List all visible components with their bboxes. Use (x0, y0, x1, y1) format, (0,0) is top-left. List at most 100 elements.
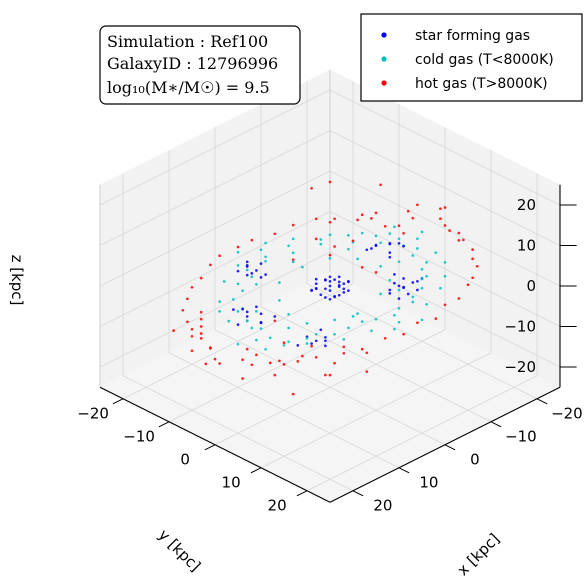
hot-gas-point (402, 333, 405, 336)
x-tick-mark (445, 445, 455, 450)
cold-gas-point (306, 337, 309, 340)
hot-gas-point (352, 239, 355, 242)
star-forming-gas-point (324, 279, 327, 282)
cold-gas-point (361, 232, 364, 235)
cold-gas-point (416, 247, 419, 250)
cold-gas-point (237, 343, 240, 346)
cold-gas-point (388, 279, 391, 282)
cold-gas-point (287, 244, 290, 247)
hot-gas-point (444, 206, 447, 209)
star-forming-gas-point (388, 251, 391, 254)
y-tick-mark (113, 399, 123, 404)
star-forming-gas-point (329, 275, 332, 278)
cold-gas-point (411, 254, 414, 257)
star-forming-gas-point (402, 245, 405, 248)
hot-gas-point (209, 264, 212, 267)
y-tick-mark (159, 422, 169, 427)
cold-gas-point (347, 248, 350, 251)
hot-gas-point (241, 358, 244, 361)
y-tick-mark (251, 468, 261, 473)
cold-gas-point (370, 329, 373, 332)
hot-gas-point (333, 362, 336, 365)
hot-gas-point (365, 351, 368, 354)
hot-gas-point (361, 213, 364, 216)
cold-gas-point (379, 265, 382, 268)
star-forming-gas-point (398, 285, 401, 288)
star-forming-gas-point (232, 308, 235, 311)
y-tick-label: −20 (77, 405, 109, 423)
hot-gas-point (310, 345, 313, 348)
hot-gas-point (315, 238, 318, 241)
cold-gas-point (241, 289, 244, 292)
legend-label-cold-gas: cold gas (T<8000K) (415, 52, 554, 68)
star-forming-gas-point (416, 289, 419, 292)
legend-marker-cold-gas (381, 56, 386, 61)
cold-gas-point (315, 333, 318, 336)
cold-gas-point (278, 281, 281, 284)
star-forming-gas-point (402, 286, 405, 289)
hot-gas-point (444, 224, 447, 227)
hot-gas-point (361, 266, 364, 269)
star-forming-gas-point (338, 281, 341, 284)
star-forming-gas-point (310, 342, 313, 345)
legend-label-hot-gas: hot gas (T>8000K) (415, 76, 548, 92)
cold-gas-point (283, 344, 286, 347)
hot-gas-point (471, 248, 474, 251)
y-tick-label: −10 (123, 428, 155, 446)
hot-gas-point (324, 374, 327, 377)
cold-gas-point (250, 276, 253, 279)
hot-gas-point (283, 341, 286, 344)
hot-gas-point (255, 354, 258, 357)
cold-gas-point (444, 275, 447, 278)
hot-gas-point (457, 232, 460, 235)
legend: star forming gas cold gas (T<8000K) hot … (361, 14, 582, 101)
hot-gas-point (457, 297, 460, 300)
star-forming-gas-point (260, 262, 263, 265)
cold-gas-point (264, 242, 267, 245)
star-forming-gas-point (388, 243, 391, 246)
z-tick-label: 0 (526, 277, 536, 295)
star-forming-gas-point (388, 289, 391, 292)
hot-gas-point (292, 224, 295, 227)
hot-gas-point (186, 297, 189, 300)
cold-gas-point (278, 299, 281, 302)
hot-gas-point (476, 265, 479, 268)
star-forming-gas-point (370, 247, 373, 250)
cold-gas-point (416, 237, 419, 240)
hot-gas-point (310, 187, 313, 190)
hot-gas-point (375, 271, 378, 274)
cold-gas-point (352, 315, 355, 318)
star-forming-gas-point (342, 291, 345, 294)
hot-gas-point (448, 229, 451, 232)
cold-gas-point (398, 307, 401, 310)
hot-gas-point (273, 319, 276, 322)
cold-gas-point (246, 320, 249, 323)
hot-gas-point (218, 254, 221, 257)
cold-gas-point (421, 319, 424, 322)
star-forming-gas-point (324, 287, 327, 290)
star-forming-gas-point (246, 274, 249, 277)
cold-gas-point (287, 340, 290, 343)
x-tick-label: −20 (551, 405, 583, 423)
star-forming-gas-point (255, 305, 258, 308)
y-axis-label: y [kpc] (155, 526, 204, 575)
hot-gas-point (333, 245, 336, 248)
x-tick-mark (353, 491, 363, 496)
cold-gas-point (434, 251, 437, 254)
star-forming-gas-point (241, 308, 244, 311)
star-forming-gas-point (250, 272, 253, 275)
star-forming-gas-point (342, 287, 345, 290)
hot-gas-point (278, 359, 281, 362)
x-axis-label: x [kpc] (454, 530, 503, 579)
cold-gas-point (255, 310, 258, 313)
cold-gas-point (301, 266, 304, 269)
y-tick-label: 10 (222, 474, 241, 492)
star-forming-gas-point (329, 289, 332, 292)
cold-gas-point (227, 320, 230, 323)
info-line-simulation: Simulation : Ref100 (107, 32, 268, 51)
star-forming-gas-point (246, 261, 249, 264)
cold-gas-point (287, 327, 290, 330)
hot-gas-point (200, 325, 203, 328)
cold-gas-point (237, 282, 240, 285)
cold-gas-point (411, 296, 414, 299)
